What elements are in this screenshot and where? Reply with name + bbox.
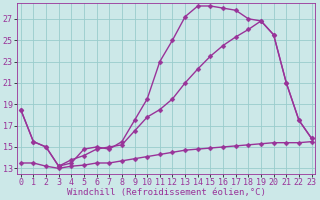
X-axis label: Windchill (Refroidissement éolien,°C): Windchill (Refroidissement éolien,°C) — [67, 188, 266, 197]
